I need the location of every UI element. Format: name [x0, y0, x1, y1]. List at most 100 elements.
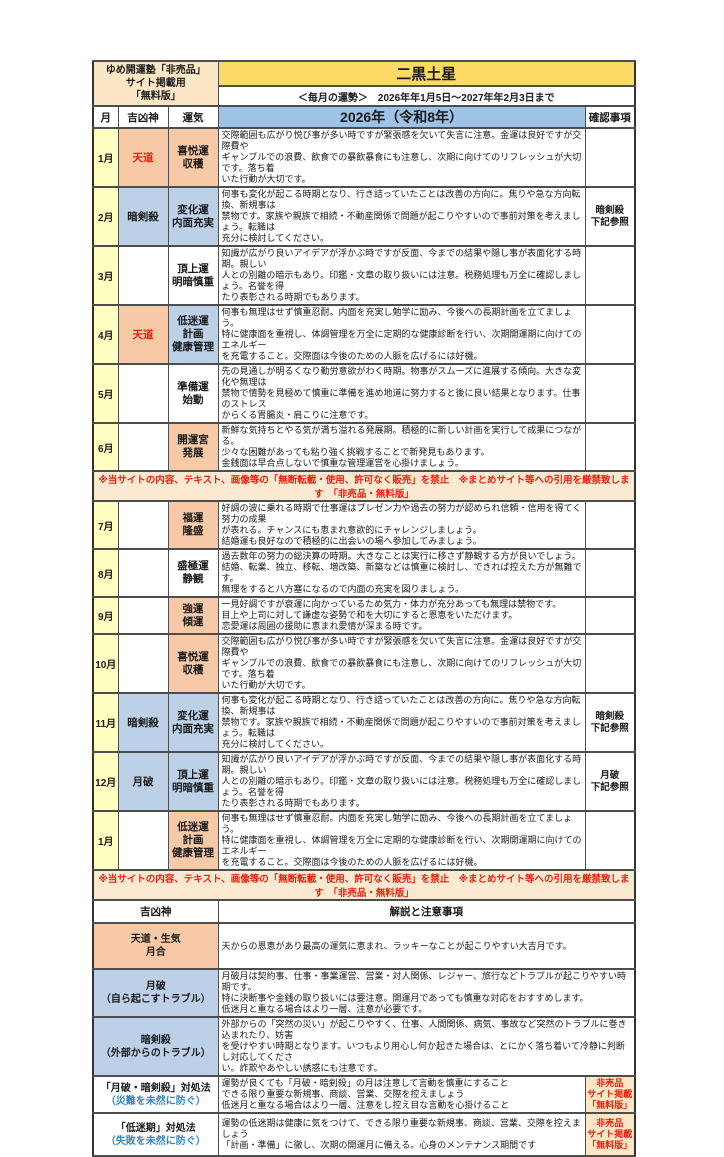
- month-cell: 5月: [92, 363, 119, 424]
- check-cell: [584, 500, 636, 550]
- legend-title-cell: 「低迷期」対処法 （失敗を未然に防ぐ）: [92, 1112, 219, 1157]
- deity-cell: [117, 245, 169, 306]
- month-cell: 2月: [92, 186, 119, 247]
- legend-title-cell: 天道・生気 月合: [92, 922, 219, 970]
- fortune-sheet-page: ゆめ開運塾「非売品」 サイト掲載用 「無料版」 二黒土星 ＜毎月の運勢＞ 202…: [92, 60, 637, 1157]
- notice-section-2: ※当サイトの内容、テキスト、画像等の「無断転載・使用、許可なく販売」を禁止 ※ま…: [92, 869, 636, 901]
- month-row: 3月 頂上運 明暗慎重 知識が広がり良いアイデアが浮かぶ時ですが反面、今までの結果や隠…: [92, 245, 636, 306]
- fortune-text-cell: 知識が広がり良いアイデアが浮かぶ時ですが反面、今までの結果や隠し事が表面化する時…: [217, 751, 586, 812]
- month-row: 6月 開運宮 発展 新鮮な気持ちとやる気が満ち溢れる発展期。積極的に新しい計画を実行し…: [92, 422, 636, 472]
- check-cell: [584, 422, 636, 472]
- deity-cell: 天道: [117, 127, 169, 188]
- deity-cell: 暗剣殺: [117, 186, 169, 247]
- copyright-notice: ※当サイトの内容、テキスト、画像等の「無断転載・使用、許可なく販売」を禁止 ※ま…: [92, 470, 636, 502]
- month-row: 5月 準備運 始動 先の見通しが明るくなり勤労意欲がわく時期。物事がスムーズに進展する…: [92, 363, 636, 424]
- badge-cell: 非売品 サイト掲載 「無料版」: [584, 1112, 636, 1157]
- site-label-line: 「無料版」: [130, 91, 181, 102]
- legend-row: 「月破・暗剣殺」対処法 （災難を未然に防ぐ） 運勢が良くても「月破・暗剣殺」の月は注…: [92, 1075, 636, 1114]
- luck-cell: 強運 傾運: [167, 596, 219, 635]
- legend-desc-cell: 天からの恩恵があり最高の運気に恵まれ、ラッキーなことが起こりやすい大吉月です。: [217, 922, 636, 970]
- month-row: 10月 喜悦運 収穫 交際範囲も広がり悦び事が多い時ですが緊張感を欠いて失言に注意。金…: [92, 633, 636, 694]
- check-cell: [584, 304, 636, 365]
- deity-cell: 暗剣殺: [117, 692, 169, 753]
- fortune-text-cell: 何事も変化が起こる時期となり、行き詰っていたことは改善の方向に。焦りや急な方向転…: [217, 186, 586, 247]
- luck-cell: 変化運 内面充実: [167, 692, 219, 753]
- month-row: 7月 福運 隆盛 好調の波に乗れる時期で仕事運はプレゼン力や過去の努力が認められ信頼・…: [92, 500, 636, 550]
- luck-cell: 開運宮 発展: [167, 422, 219, 472]
- deity-cell: 月破: [117, 751, 169, 812]
- col-header-deity: 吉凶神: [117, 105, 169, 129]
- luck-cell: 変化運 内面充実: [167, 186, 219, 247]
- legend-row: 天道・生気 月合 天からの恩恵があり最高の運気に恵まれ、ラッキーなことが起こりやすい…: [92, 922, 636, 970]
- month-cell: 1月: [92, 810, 119, 871]
- legend-title-cell: 月破 （自ら起こすトラブル）: [92, 968, 219, 1018]
- legend-desc-cell: 月破月は契約事、仕事・事業運営、営業・対人関係、レジャー、旅行などトラブルが起こ…: [217, 968, 636, 1018]
- luck-cell: 準備運 始動: [167, 363, 219, 424]
- fortune-text-cell: 知識が広がり良いアイデアが浮かぶ時ですが反面、今までの結果や隠し事が表面化する時…: [217, 245, 586, 306]
- luck-cell: 盛極運 静観: [167, 548, 219, 598]
- copyright-notice: ※当サイトの内容、テキスト、画像等の「無断転載・使用、許可なく販売」を禁止 ※ま…: [92, 869, 636, 901]
- luck-cell: 福運 隆盛: [167, 500, 219, 550]
- fortune-text-cell: 何事も無理はせず慎重忍耐。内面を充実し勉学に励み、今後への長期計画を立てましょう…: [217, 810, 586, 871]
- month-row: 9月 強運 傾運 一見好調ですが衰運に向かっているため気力・体力が充分あっても無理は禁…: [92, 596, 636, 635]
- legend-header-deity: 吉凶神: [92, 899, 219, 924]
- month-row: 12月 月破 頂上運 明暗慎重 知識が広がり良いアイデアが浮かぶ時ですが反面、今までの結…: [92, 751, 636, 812]
- deity-cell: [117, 422, 169, 472]
- luck-cell: 低迷運 計画 健康管理: [167, 810, 219, 871]
- site-label-line: ゆめ開運塾「非売品」: [105, 65, 206, 76]
- luck-cell: 頂上運 明暗慎重: [167, 751, 219, 812]
- fortune-text-cell: 過去数年の努力の総決算の時期。大きなことは実行に移さず静観する方が良いでしょう。…: [217, 548, 586, 598]
- fortune-text-cell: 何事も変化が起こる時期となり、行き詰っていたことは改善の方向に。焦りや急な方向転…: [217, 692, 586, 753]
- deity-cell: [117, 548, 169, 598]
- check-cell: [584, 633, 636, 694]
- month-cell: 1月: [92, 127, 119, 188]
- fortune-text-cell: 新鮮な気持ちとやる気が満ち溢れる発展期。積極的に新しい計画を実行して成果につなが…: [217, 422, 586, 472]
- legend-title-cell: 暗剣殺 （外部からのトラブル）: [92, 1016, 219, 1077]
- legend-desc-cell: 外部からの「突然の災い」が起こりやすく、仕事、人間関係、病気、事故など突然のトラ…: [217, 1016, 636, 1077]
- luck-cell: 頂上運 明暗慎重: [167, 245, 219, 306]
- month-row: 2月 暗剣殺 変化運 内面充実 何事も変化が起こる時期となり、行き詰っていたことは改善の…: [92, 186, 636, 247]
- month-row: 1月 低迷運 計画 健康管理 何事も無理はせず慎重忍耐。内面を充実し勉学に励み、今後への…: [92, 810, 636, 871]
- fortune-text-cell: 交際範囲も広がり悦び事が多い時ですが緊張感を欠いて失言に注意。金運は良好ですが交…: [217, 127, 586, 188]
- legend-row: 暗剣殺 （外部からのトラブル） 外部からの「突然の災い」が起こりやすく、仕事、人間関…: [92, 1016, 636, 1077]
- period-label: ＜毎月の運勢＞ 2026年年1月5日～2027年年2月3日まで: [217, 85, 636, 107]
- month-row: 4月 天道 低迷運 計画 健康管理 何事も無理はせず慎重忍耐。内面を充実し勉学に励み、今後…: [92, 304, 636, 365]
- check-cell: [584, 596, 636, 635]
- col-header-check: 確認事項: [584, 105, 636, 129]
- fortune-text-cell: 一見好調ですが衰運に向かっているため気力・体力が充分あっても無理は禁物です。 目上…: [217, 596, 586, 635]
- col-header-month: 月: [92, 105, 119, 129]
- column-header-row: 月 吉凶神 運気 2026年（令和8年） 確認事項: [92, 105, 636, 129]
- month-row: 1月 天道 喜悦運 収穫 交際範囲も広がり悦び事が多い時ですが緊張感を欠いて失言に注意。…: [92, 127, 636, 188]
- check-cell: [584, 245, 636, 306]
- fortune-text-cell: 先の見通しが明るくなり勤労意欲がわく時期。物事がスムーズに進展する傾向。大きな変…: [217, 363, 586, 424]
- month-cell: 7月: [92, 500, 119, 550]
- month-cell: 12月: [92, 751, 119, 812]
- fortune-text-cell: 交際範囲も広がり悦び事が多い時ですが緊張感を欠いて失言に注意。金運は良好ですが交…: [217, 633, 586, 694]
- fortune-text-cell: 何事も無理はせず慎重忍耐。内面を充実し勉学に励み、今後への長期計画を立てましょう…: [217, 304, 586, 365]
- col-header-luck: 運気: [167, 105, 219, 129]
- star-title: 二黒土星: [217, 60, 636, 87]
- sheet-header-section: ゆめ開運塾「非売品」 サイト掲載用 「無料版」 二黒土星 ＜毎月の運勢＞ 202…: [92, 60, 636, 129]
- check-cell: [584, 548, 636, 598]
- deity-cell: 天道: [117, 304, 169, 365]
- month-cell: 8月: [92, 548, 119, 598]
- month-cell: 4月: [92, 304, 119, 365]
- luck-cell: 低迷運 計画 健康管理: [167, 304, 219, 365]
- check-cell: [584, 363, 636, 424]
- col-header-year: 2026年（令和8年）: [217, 105, 586, 129]
- legend-title-cell: 「月破・暗剣殺」対処法 （災難を未然に防ぐ）: [92, 1075, 219, 1114]
- deity-cell: [117, 363, 169, 424]
- check-cell: [584, 810, 636, 871]
- month-cell: 11月: [92, 692, 119, 753]
- check-cell: 月破 下記参照: [584, 751, 636, 812]
- luck-cell: 喜悦運 収穫: [167, 127, 219, 188]
- legend-row: 「低迷期」対処法 （失敗を未然に防ぐ） 運勢の低迷期は健康に気をつけて、できる限り重…: [92, 1112, 636, 1157]
- legend-desc-cell: 運勢が良くても「月破・暗剣殺」の月は注意して言動を慎重にすること できる限り重要な…: [217, 1075, 586, 1114]
- site-label: ゆめ開運塾「非売品」 サイト掲載用 「無料版」: [92, 60, 219, 107]
- deity-cell: [117, 596, 169, 635]
- months-first-half: 1月 天道 喜悦運 収穫 交際範囲も広がり悦び事が多い時ですが緊張感を欠いて失言に注意。…: [92, 127, 636, 472]
- check-cell: 暗剣殺 下記参照: [584, 186, 636, 247]
- deity-cell: [117, 810, 169, 871]
- notice-section-1: ※当サイトの内容、テキスト、画像等の「無断転載・使用、許可なく販売」を禁止 ※ま…: [92, 470, 636, 502]
- fortune-text-cell: 好調の波に乗れる時期で仕事運はプレゼン力や過去の努力が認められ信頼・信用を得てく…: [217, 500, 586, 550]
